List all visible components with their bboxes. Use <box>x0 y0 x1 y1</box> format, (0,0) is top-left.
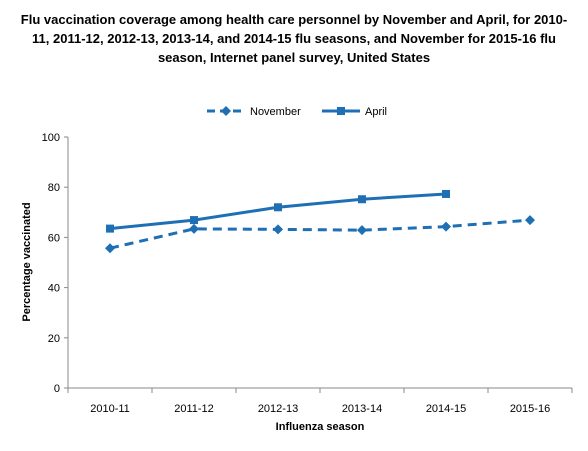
legend-label: April <box>365 106 387 118</box>
legend-item-november: November <box>207 106 301 118</box>
axes: 0 20 40 60 80 100 2010-11 2011-12 2012-13 2013-14… <box>42 132 573 415</box>
x-axis-title: Influenza season <box>276 421 365 433</box>
legend: November April <box>207 106 387 118</box>
legend-swatch-marker <box>337 107 345 115</box>
x-tick-label: 2014-15 <box>426 403 466 415</box>
legend-swatch-marker <box>221 106 231 116</box>
chart-title: Flu vaccination coverage among health ca… <box>20 12 568 65</box>
y-tick-label: 0 <box>54 383 60 395</box>
x-tick-label: 2013-14 <box>342 403 382 415</box>
y-tick-label: 80 <box>48 182 60 194</box>
y-axis-title: Percentage vaccinated <box>21 202 33 321</box>
legend-item-april: April <box>322 106 387 118</box>
x-tick-label: 2015-16 <box>510 403 550 415</box>
data-point-april <box>106 224 114 233</box>
data-point-november <box>525 215 535 226</box>
x-tick-label: 2010-11 <box>90 403 130 415</box>
series-line-april <box>109 192 447 231</box>
data-point-november <box>441 221 451 232</box>
data-point-april <box>358 195 366 204</box>
series-layer <box>105 189 535 254</box>
data-point-april <box>274 203 282 212</box>
series-april <box>106 189 450 233</box>
data-point-april <box>190 216 198 225</box>
y-tick-label: 20 <box>48 333 60 345</box>
data-point-november <box>273 224 283 235</box>
x-tick-label: 2012-13 <box>258 403 298 415</box>
y-tick-label: 60 <box>48 232 60 244</box>
data-point-november <box>105 243 115 254</box>
series-november <box>105 215 535 254</box>
legend-label: November <box>250 106 301 118</box>
data-point-april <box>442 189 450 198</box>
y-tick-label: 40 <box>48 283 60 295</box>
data-point-november <box>189 223 199 234</box>
data-point-november <box>357 225 367 236</box>
series-line-november <box>109 218 531 250</box>
y-tick-label: 100 <box>42 132 60 144</box>
x-tick-label: 2011-12 <box>174 403 214 415</box>
